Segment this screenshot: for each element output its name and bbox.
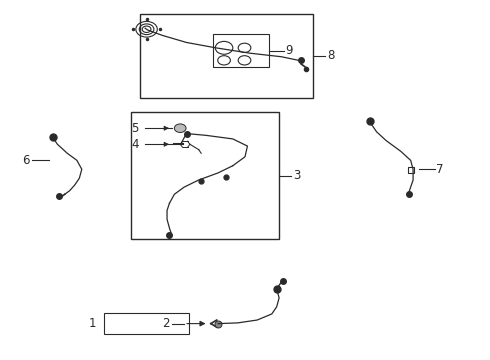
Text: 6: 6 bbox=[22, 154, 30, 167]
Text: 5: 5 bbox=[131, 122, 139, 135]
Bar bbox=[104, 313, 189, 334]
Text: 9: 9 bbox=[286, 44, 293, 57]
Bar bbox=[140, 14, 313, 98]
Bar bbox=[130, 112, 279, 239]
Text: 2: 2 bbox=[162, 317, 170, 330]
Circle shape bbox=[174, 124, 186, 132]
Text: 3: 3 bbox=[293, 169, 300, 182]
Text: 8: 8 bbox=[327, 49, 334, 62]
Text: 7: 7 bbox=[437, 163, 444, 176]
Bar bbox=[213, 33, 270, 67]
Text: 1: 1 bbox=[89, 317, 97, 330]
Text: 4: 4 bbox=[131, 138, 139, 151]
